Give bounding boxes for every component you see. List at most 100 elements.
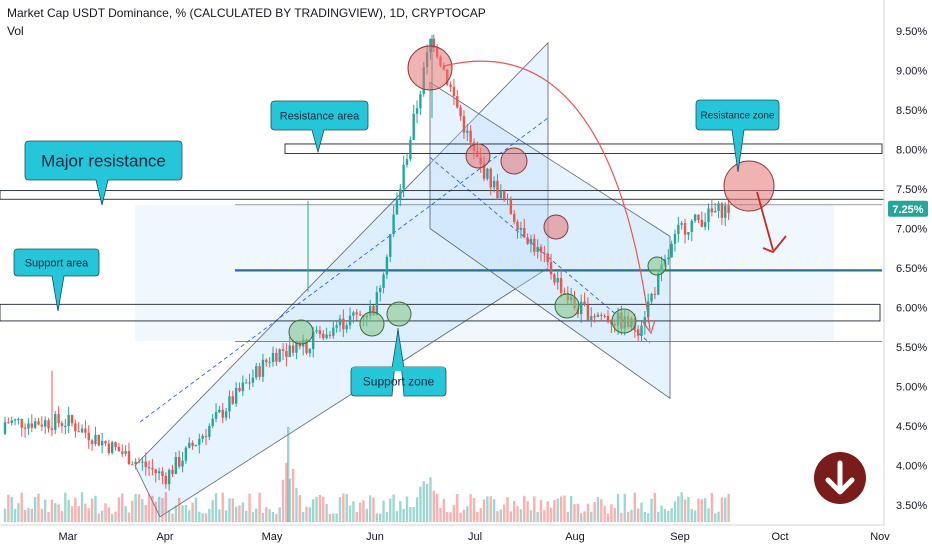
volume-bar [245,510,248,522]
volume-bar [285,462,288,522]
price-tick-label: 8.00% [896,145,927,157]
volume-bar [238,505,241,522]
price-tick-label: 8.50% [896,105,927,117]
candle-body [141,461,144,463]
price-tick-label: 9.00% [896,66,927,78]
candle-body [144,461,147,468]
volume-bar [606,513,610,522]
volume-bar [74,497,77,522]
candle-body [432,38,435,48]
candle-body [234,387,238,404]
bull-circle [359,311,385,337]
volume-bar [623,493,626,522]
candle-body [117,447,121,452]
price-tick-label: 4.00% [896,461,927,473]
candle-body [513,213,516,222]
volume-bar [462,509,466,522]
volume-bar [80,492,84,522]
volume-bar [556,498,559,522]
candle-body [395,198,399,215]
volume-bar [636,508,640,522]
volume-bar [670,508,673,522]
volume-bar [164,492,167,522]
candle-body [717,203,720,212]
volume-bar [703,498,707,522]
price-tick-label: 6.50% [896,263,927,275]
bear-circle [465,143,491,169]
volume-bar [553,499,556,522]
candle-body [121,451,124,454]
volume-bar [67,499,70,522]
candle-body [683,223,687,235]
candle-body [687,232,690,235]
resistance-area-callout-label: Resistance area [280,110,360,122]
chart-callouts: Major resistance Resistance area Resistanc… [13,99,780,397]
candle-body [372,305,375,316]
candle-body [610,322,613,324]
volume-bar [97,513,100,522]
candle-body [492,180,496,188]
volume-bar [640,502,643,522]
candle-body [90,440,94,445]
candle-body [248,382,251,384]
volume-bar [603,505,606,522]
volume-bar [251,512,255,522]
volume-bar [228,498,231,522]
volume-bar [529,510,533,522]
chart-overlays [288,45,866,504]
candle-body [419,93,422,109]
candle-body [482,163,486,179]
candle-body [40,424,44,427]
candle-body [496,180,499,199]
volume-bar [178,497,181,522]
candle-body [198,438,201,445]
candle-body [466,130,469,133]
candle-body [680,223,683,225]
candle-body [87,432,90,441]
candle-body [727,205,730,213]
volume-bar [181,505,184,522]
candle-body [104,440,107,444]
volume-bar [446,511,449,522]
volume-bar [275,513,278,522]
chart-title: Market Cap USDT Dominance, % (CALCULATED… [7,6,486,20]
volume-bar [94,495,97,522]
volume-spike [287,427,290,522]
volume-bar [526,501,529,522]
candle-body [402,164,405,189]
volume-bar [318,494,322,522]
price-tick-label: 5.00% [896,382,927,394]
bear-circle [407,45,453,91]
candle-body [285,350,288,357]
volume-bar [295,488,298,522]
candle-body [134,461,137,465]
arrow-down-circle-icon [814,452,866,504]
volume-bar [161,498,164,522]
candle-body [714,211,717,213]
candle-body [208,425,211,437]
candle-body [690,220,693,233]
candle-body [308,348,312,354]
candle-body [546,253,549,263]
candle-body [100,440,104,446]
volume-bar [710,493,714,522]
volume-bar [198,511,201,522]
volume-bar [355,511,358,522]
volume-bar [720,497,724,522]
time-tick-label: Apr [156,531,173,543]
volume-indicator-label[interactable]: Vol [7,24,24,38]
volume-bar [549,507,553,522]
volume-bar [499,509,502,522]
volume-bar [643,512,647,522]
candle-body [265,359,268,363]
candle-body [84,428,87,433]
candle-body [288,345,291,357]
volume-bar [305,506,308,522]
volume-bar [114,511,117,522]
candle-body [462,116,466,133]
candle-body [556,277,559,283]
volume-bar [131,500,134,522]
volume-bar [147,493,151,522]
candle-body [178,456,181,467]
